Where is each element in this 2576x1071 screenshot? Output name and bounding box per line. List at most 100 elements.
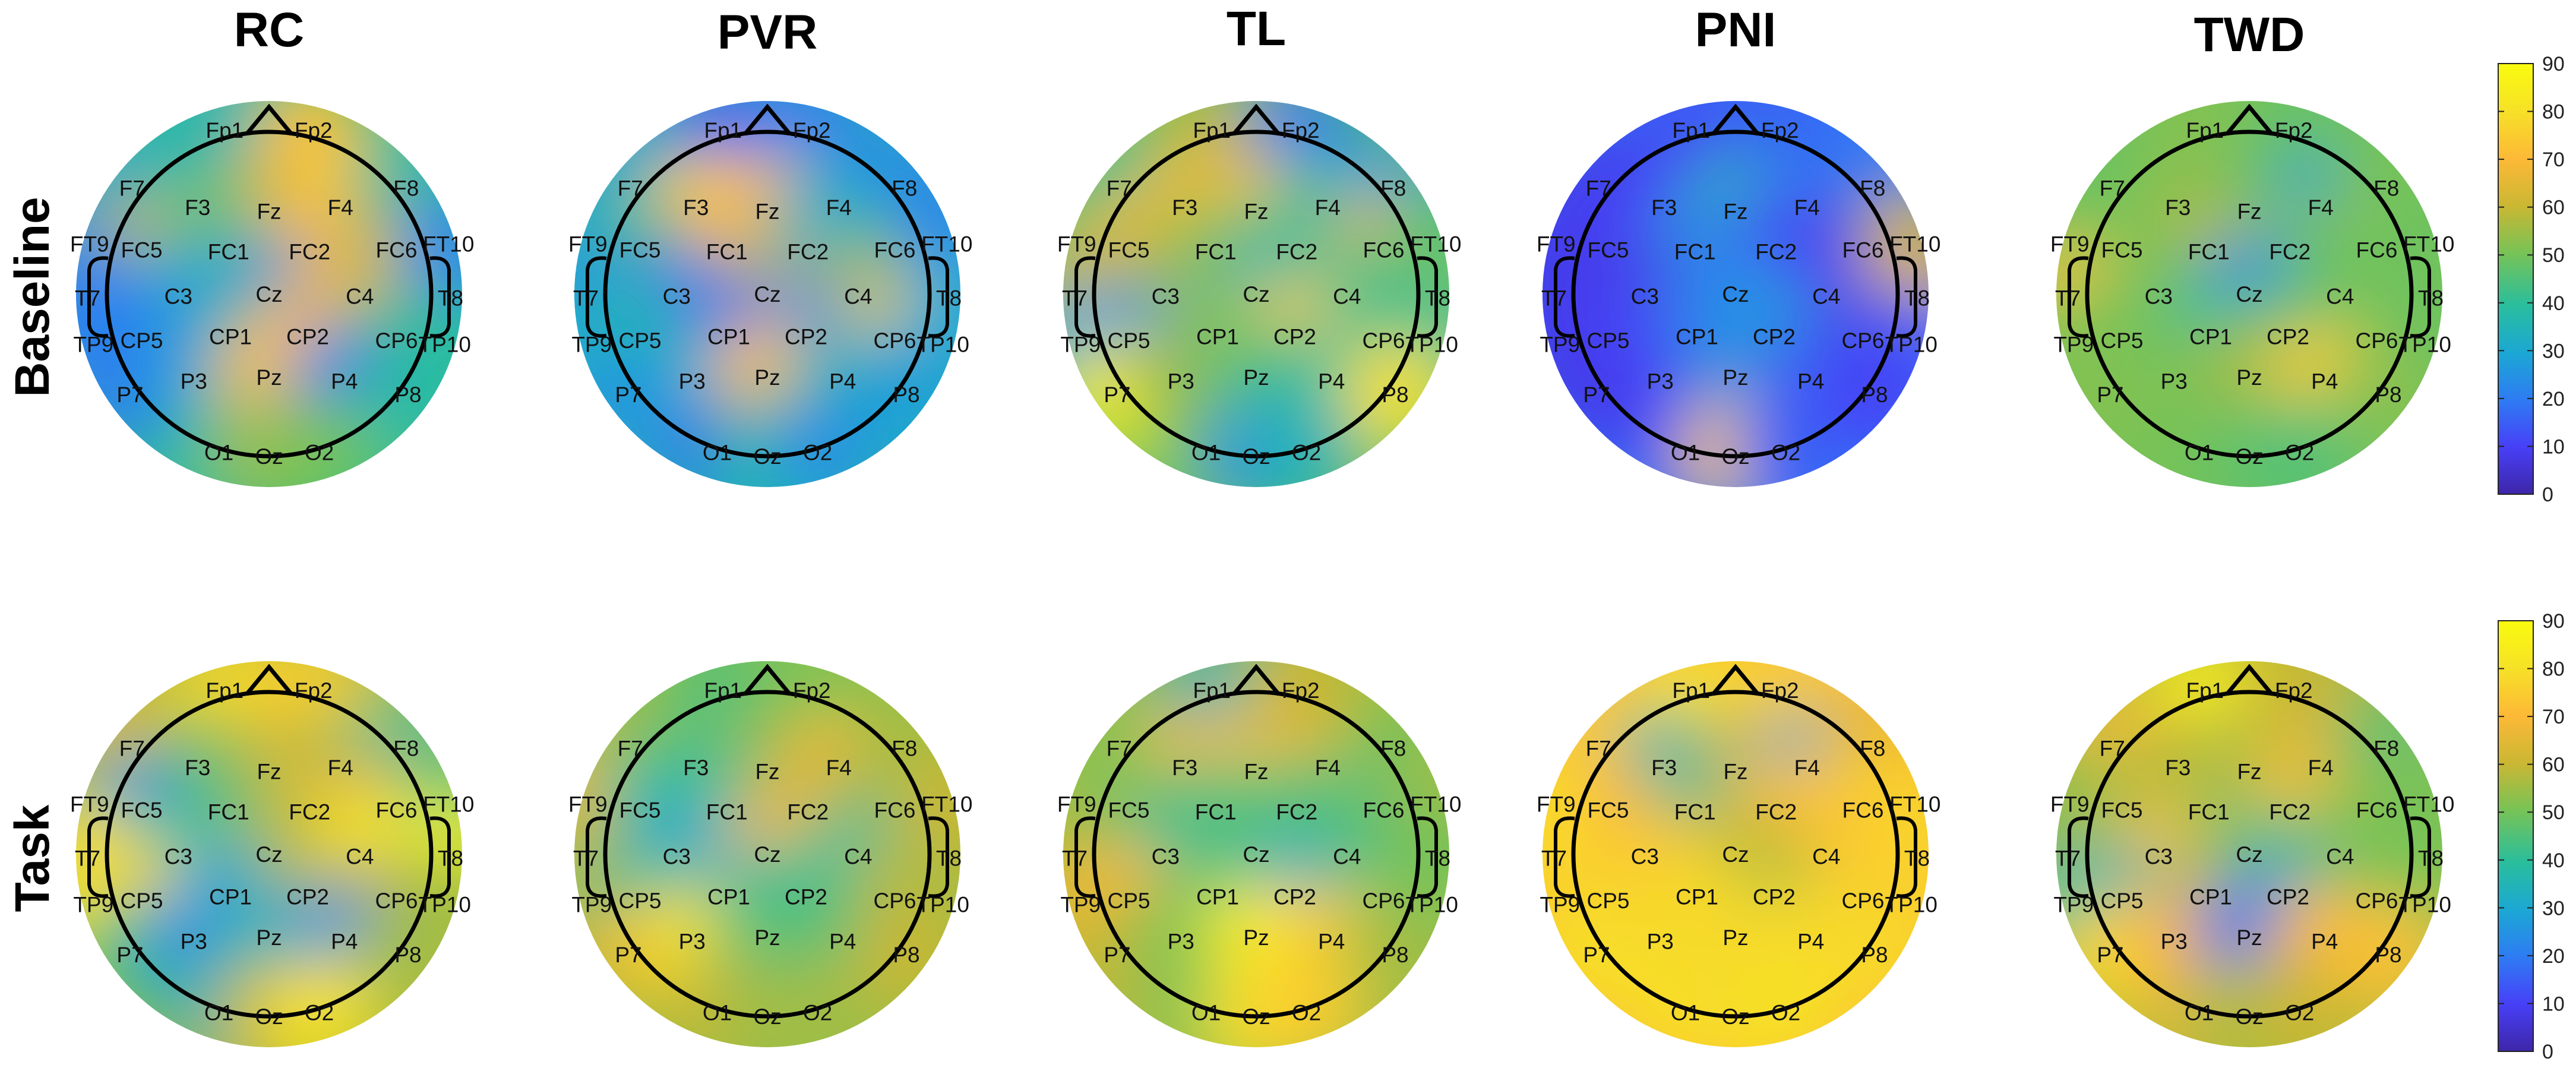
- left-ear-outline: [87, 816, 109, 898]
- colorbar-tick-label: 70: [2542, 706, 2565, 728]
- head-outline: [2085, 690, 2414, 1019]
- electrode-label-t8: T8: [936, 846, 962, 871]
- electrode-label-fp1: Fp1: [704, 118, 742, 143]
- left-ear-outline: [1554, 256, 1575, 338]
- electrode-label-f7: F7: [1586, 176, 1611, 200]
- electrode-label-fz: Fz: [257, 759, 281, 783]
- electrode-label-cp5: CP5: [121, 328, 163, 353]
- electrode-label-fp1: Fp1: [206, 678, 244, 703]
- electrode-label-cp2: CP2: [286, 885, 329, 909]
- electrode-label-c3: C3: [1152, 844, 1180, 868]
- electrode-label-tp10: TP10: [2399, 893, 2451, 917]
- electrode-label-o1: O1: [2185, 441, 2214, 465]
- electrode-label-f7: F7: [2100, 176, 2125, 200]
- electrode-label-cp2: CP2: [286, 325, 329, 349]
- electrode-label-cz: Cz: [1243, 842, 1269, 867]
- electrode-label-pz: Pz: [2236, 365, 2262, 390]
- electrode-label-fc2: FC2: [2269, 800, 2311, 824]
- electrode-label-p7: P7: [1583, 383, 1610, 407]
- electrode-label-ft10: FT10: [921, 232, 972, 257]
- electrode-label-ft9: FT9: [1537, 792, 1576, 817]
- electrode-label-cp6: CP6: [2356, 328, 2398, 353]
- electrode-label-f4: F4: [1794, 195, 1820, 220]
- column-title-tl: TL: [1227, 2, 1286, 56]
- electrode-label-ft9: FT9: [1057, 232, 1096, 257]
- electrode-label-t8: T8: [438, 286, 463, 311]
- nose-outline: [2225, 664, 2274, 696]
- electrode-label-p8: P8: [1382, 383, 1408, 407]
- electrode-label-cz: Cz: [2236, 842, 2262, 867]
- electrode-label-c4: C4: [844, 844, 872, 868]
- electrode-label-o2: O2: [1771, 1001, 1800, 1025]
- electrode-label-c4: C4: [1333, 284, 1361, 308]
- electrode-label-p4: P4: [829, 929, 856, 953]
- electrode-label-fc5: FC5: [1108, 238, 1150, 262]
- electrode-label-o1: O1: [1191, 441, 1221, 465]
- electrode-label-cp5: CP5: [121, 889, 163, 913]
- left-ear-outline: [586, 256, 607, 338]
- colorbar-tick-label: 50: [2542, 244, 2565, 267]
- electrode-label-f7: F7: [2100, 736, 2125, 760]
- electrode-label-fc2: FC2: [787, 800, 829, 824]
- electrode-label-fp2: Fp2: [295, 118, 333, 143]
- colorbar-tick-label: 60: [2542, 197, 2565, 219]
- electrode-label-cp1: CP1: [707, 325, 750, 349]
- electrode-label-p3: P3: [1647, 369, 1674, 393]
- column-title-rc: RC: [234, 3, 304, 57]
- electrode-label-oz: Oz: [2235, 444, 2263, 469]
- colorbar-task-bar: [2498, 620, 2534, 1052]
- electrode-label-p4: P4: [1318, 369, 1345, 393]
- electrode-label-cz: Cz: [754, 842, 780, 867]
- electrode-label-ft9: FT9: [568, 232, 608, 257]
- electrode-label-f8: F8: [2373, 176, 2399, 200]
- colorbar-tick-label: 90: [2542, 610, 2565, 633]
- electrode-label-p7: P7: [2097, 943, 2123, 967]
- electrode-label-pz: Pz: [1243, 365, 1269, 390]
- electrode-label-f3: F3: [683, 756, 709, 780]
- nose-outline: [2225, 103, 2274, 136]
- electrode-label-cp6: CP6: [874, 328, 916, 353]
- colorbar-tick-label: 20: [2542, 945, 2565, 968]
- electrode-label-t7: T7: [75, 286, 100, 311]
- colorbar-tick-label: 60: [2542, 754, 2565, 776]
- electrode-label-fc2: FC2: [2269, 240, 2311, 264]
- colorbar-tick-label: 40: [2542, 292, 2565, 315]
- electrode-label-c4: C4: [2326, 844, 2354, 868]
- electrode-label-p8: P8: [1382, 943, 1408, 967]
- electrode-label-t7: T7: [2055, 286, 2081, 311]
- colorbar-tick-label: 30: [2542, 340, 2565, 362]
- electrode-label-p7: P7: [615, 383, 641, 407]
- electrode-label-fc5: FC5: [2101, 238, 2143, 262]
- electrode-label-fp2: Fp2: [793, 118, 831, 143]
- electrode-label-fc1: FC1: [2188, 800, 2230, 824]
- electrode-label-ft10: FT10: [921, 792, 972, 817]
- colorbar-tick-label: 10: [2542, 435, 2565, 458]
- electrode-label-tp9: TP9: [2053, 333, 2094, 357]
- electrode-label-ft9: FT9: [2050, 792, 2090, 817]
- electrode-label-fz: Fz: [1723, 759, 1747, 783]
- right-ear-outline: [928, 256, 949, 338]
- right-ear-outline: [1417, 256, 1438, 338]
- colorbar-baseline: 0 10 20 30 40 50 60 70 80 90: [2498, 53, 2565, 506]
- electrode-label-c3: C3: [2145, 284, 2173, 308]
- electrode-label-p3: P3: [181, 929, 207, 953]
- electrode-label-t8: T8: [2418, 286, 2444, 311]
- electrode-label-fz: Fz: [755, 199, 779, 223]
- topoplot-field: [2056, 101, 2442, 487]
- electrode-label-fc6: FC6: [376, 798, 418, 822]
- nose-outline: [245, 664, 293, 696]
- electrode-label-p3: P3: [679, 929, 706, 953]
- head-outline: [603, 129, 932, 459]
- electrode-label-f4: F4: [328, 195, 353, 220]
- electrode-label-tp10: TP10: [1406, 333, 1458, 357]
- electrode-label-tp9: TP9: [1060, 893, 1101, 917]
- electrode-label-ft9: FT9: [2050, 232, 2090, 257]
- electrode-label-t7: T7: [75, 846, 100, 871]
- electrode-label-f7: F7: [618, 736, 643, 760]
- electrode-label-fc5: FC5: [1588, 798, 1629, 822]
- electrode-label-fc5: FC5: [619, 798, 661, 822]
- head-outline: [1571, 690, 1900, 1019]
- electrode-label-f3: F3: [185, 756, 210, 780]
- electrode-label-ft10: FT10: [1410, 232, 1461, 257]
